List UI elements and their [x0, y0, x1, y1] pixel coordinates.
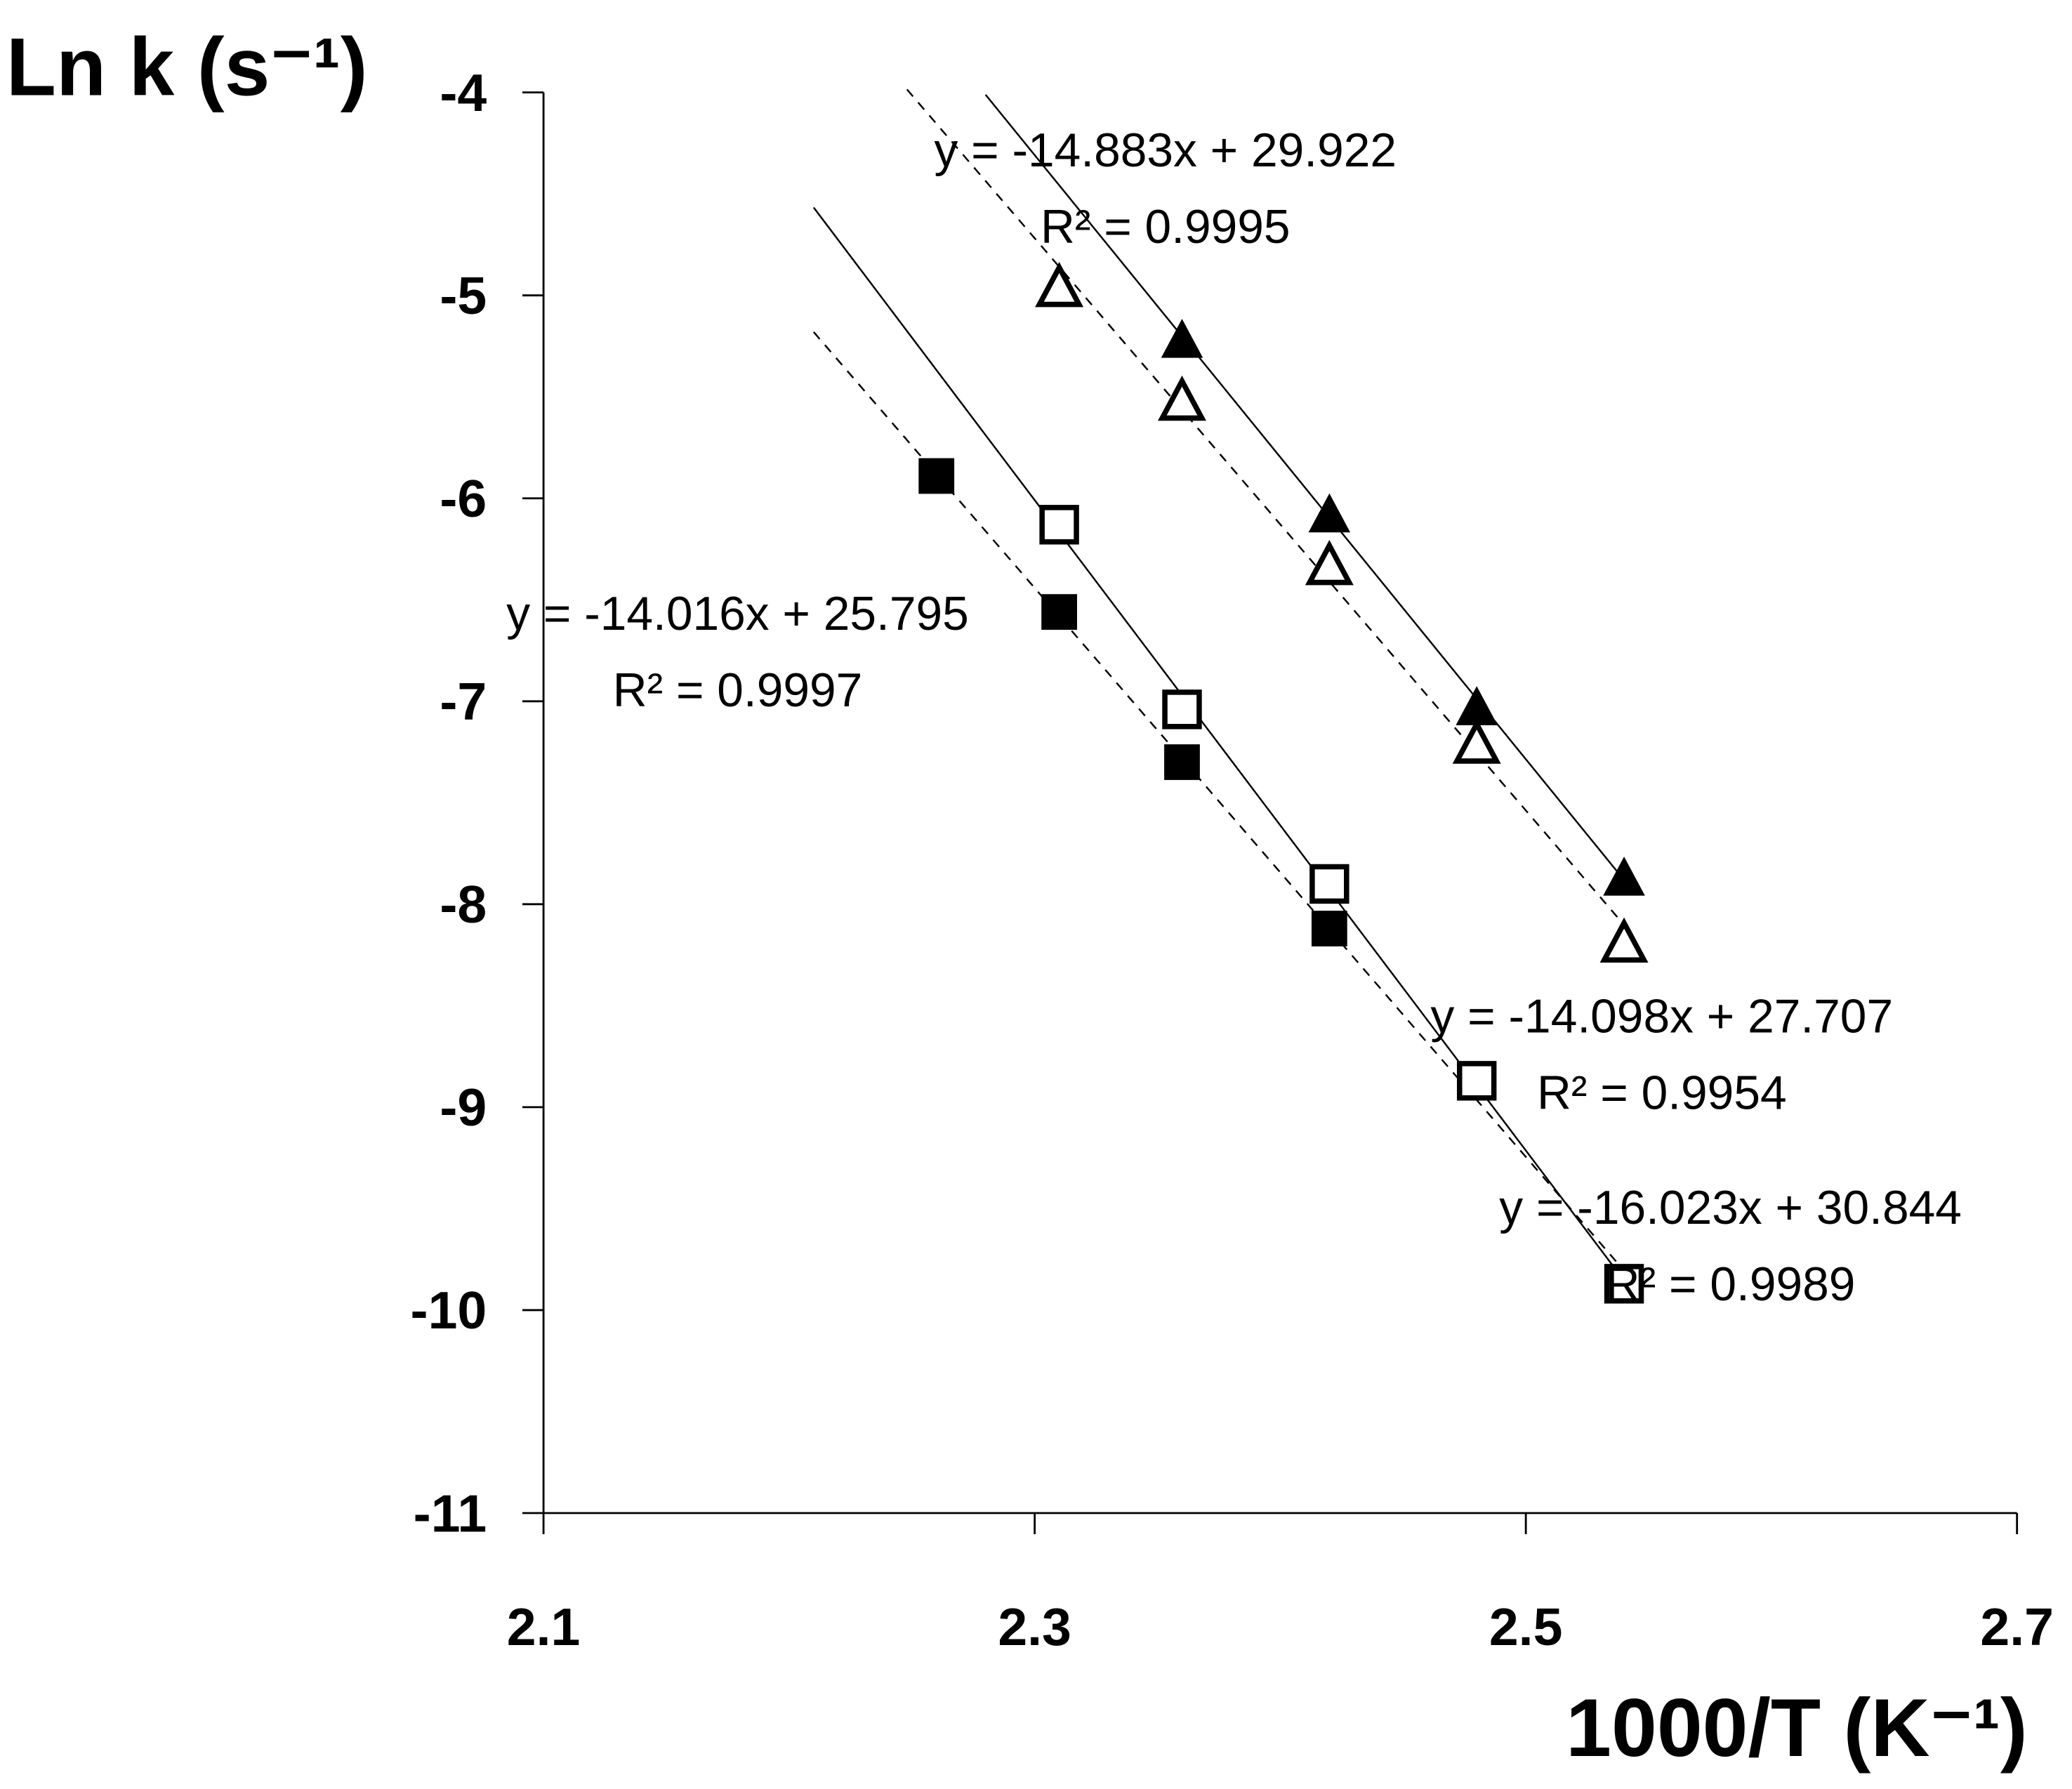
square-marker: [1311, 911, 1347, 946]
x-tick-label: 2.3: [998, 1597, 1071, 1656]
r-squared: R² = 0.9997: [613, 664, 863, 717]
triangle-marker: [1305, 539, 1354, 586]
triangle-marker: [1035, 261, 1084, 308]
y-tick-label: -7: [440, 672, 487, 731]
square-marker: [1039, 505, 1079, 545]
square-marker: [1309, 864, 1350, 904]
y-tick-label: -9: [440, 1078, 487, 1137]
x-tick-label: 2.5: [1489, 1597, 1563, 1656]
r-squared: R² = 0.9954: [1537, 1067, 1787, 1120]
trendline: [906, 88, 1625, 926]
square-marker: [1604, 1264, 1644, 1304]
triangle-marker: [1308, 493, 1351, 533]
y-axis-title: Ln k (s⁻¹): [6, 20, 368, 112]
triangle-marker: [1157, 375, 1206, 421]
x-tick-label: 2.1: [507, 1597, 581, 1656]
y-tick-label: -8: [440, 875, 487, 934]
r-squared: R² = 0.9989: [1606, 1258, 1856, 1311]
trendline-equation: y = -14.883x + 29.922: [934, 124, 1397, 177]
trendline-equation: y = -14.098x + 27.707: [1431, 991, 1894, 1043]
trendline-equation: y = -16.023x + 30.844: [1499, 1182, 1962, 1234]
y-tick-label: -11: [414, 1484, 487, 1543]
trendline: [984, 94, 1625, 881]
x-axis-title: 1000/T (K⁻¹): [1566, 1682, 2028, 1774]
triangle-marker: [1161, 319, 1203, 358]
square-marker: [1162, 689, 1202, 730]
square-marker: [1041, 594, 1077, 630]
y-tick-label: -10: [411, 1281, 487, 1340]
square-marker: [1164, 744, 1200, 780]
triangle-marker: [1452, 718, 1501, 764]
square-marker: [1456, 1061, 1497, 1101]
trendline: [812, 206, 1625, 1281]
x-tick-label: 2.7: [1980, 1597, 2054, 1656]
triangle-marker: [1603, 857, 1645, 896]
y-tick-label: -5: [440, 266, 487, 325]
y-tick-label: -4: [440, 63, 487, 122]
r-squared: R² = 0.9995: [1041, 201, 1291, 253]
trendline-equation: y = -14.016x + 25.795: [506, 588, 969, 640]
triangle-marker: [1599, 917, 1649, 963]
y-tick-label: -6: [440, 469, 487, 528]
square-marker: [918, 458, 955, 494]
